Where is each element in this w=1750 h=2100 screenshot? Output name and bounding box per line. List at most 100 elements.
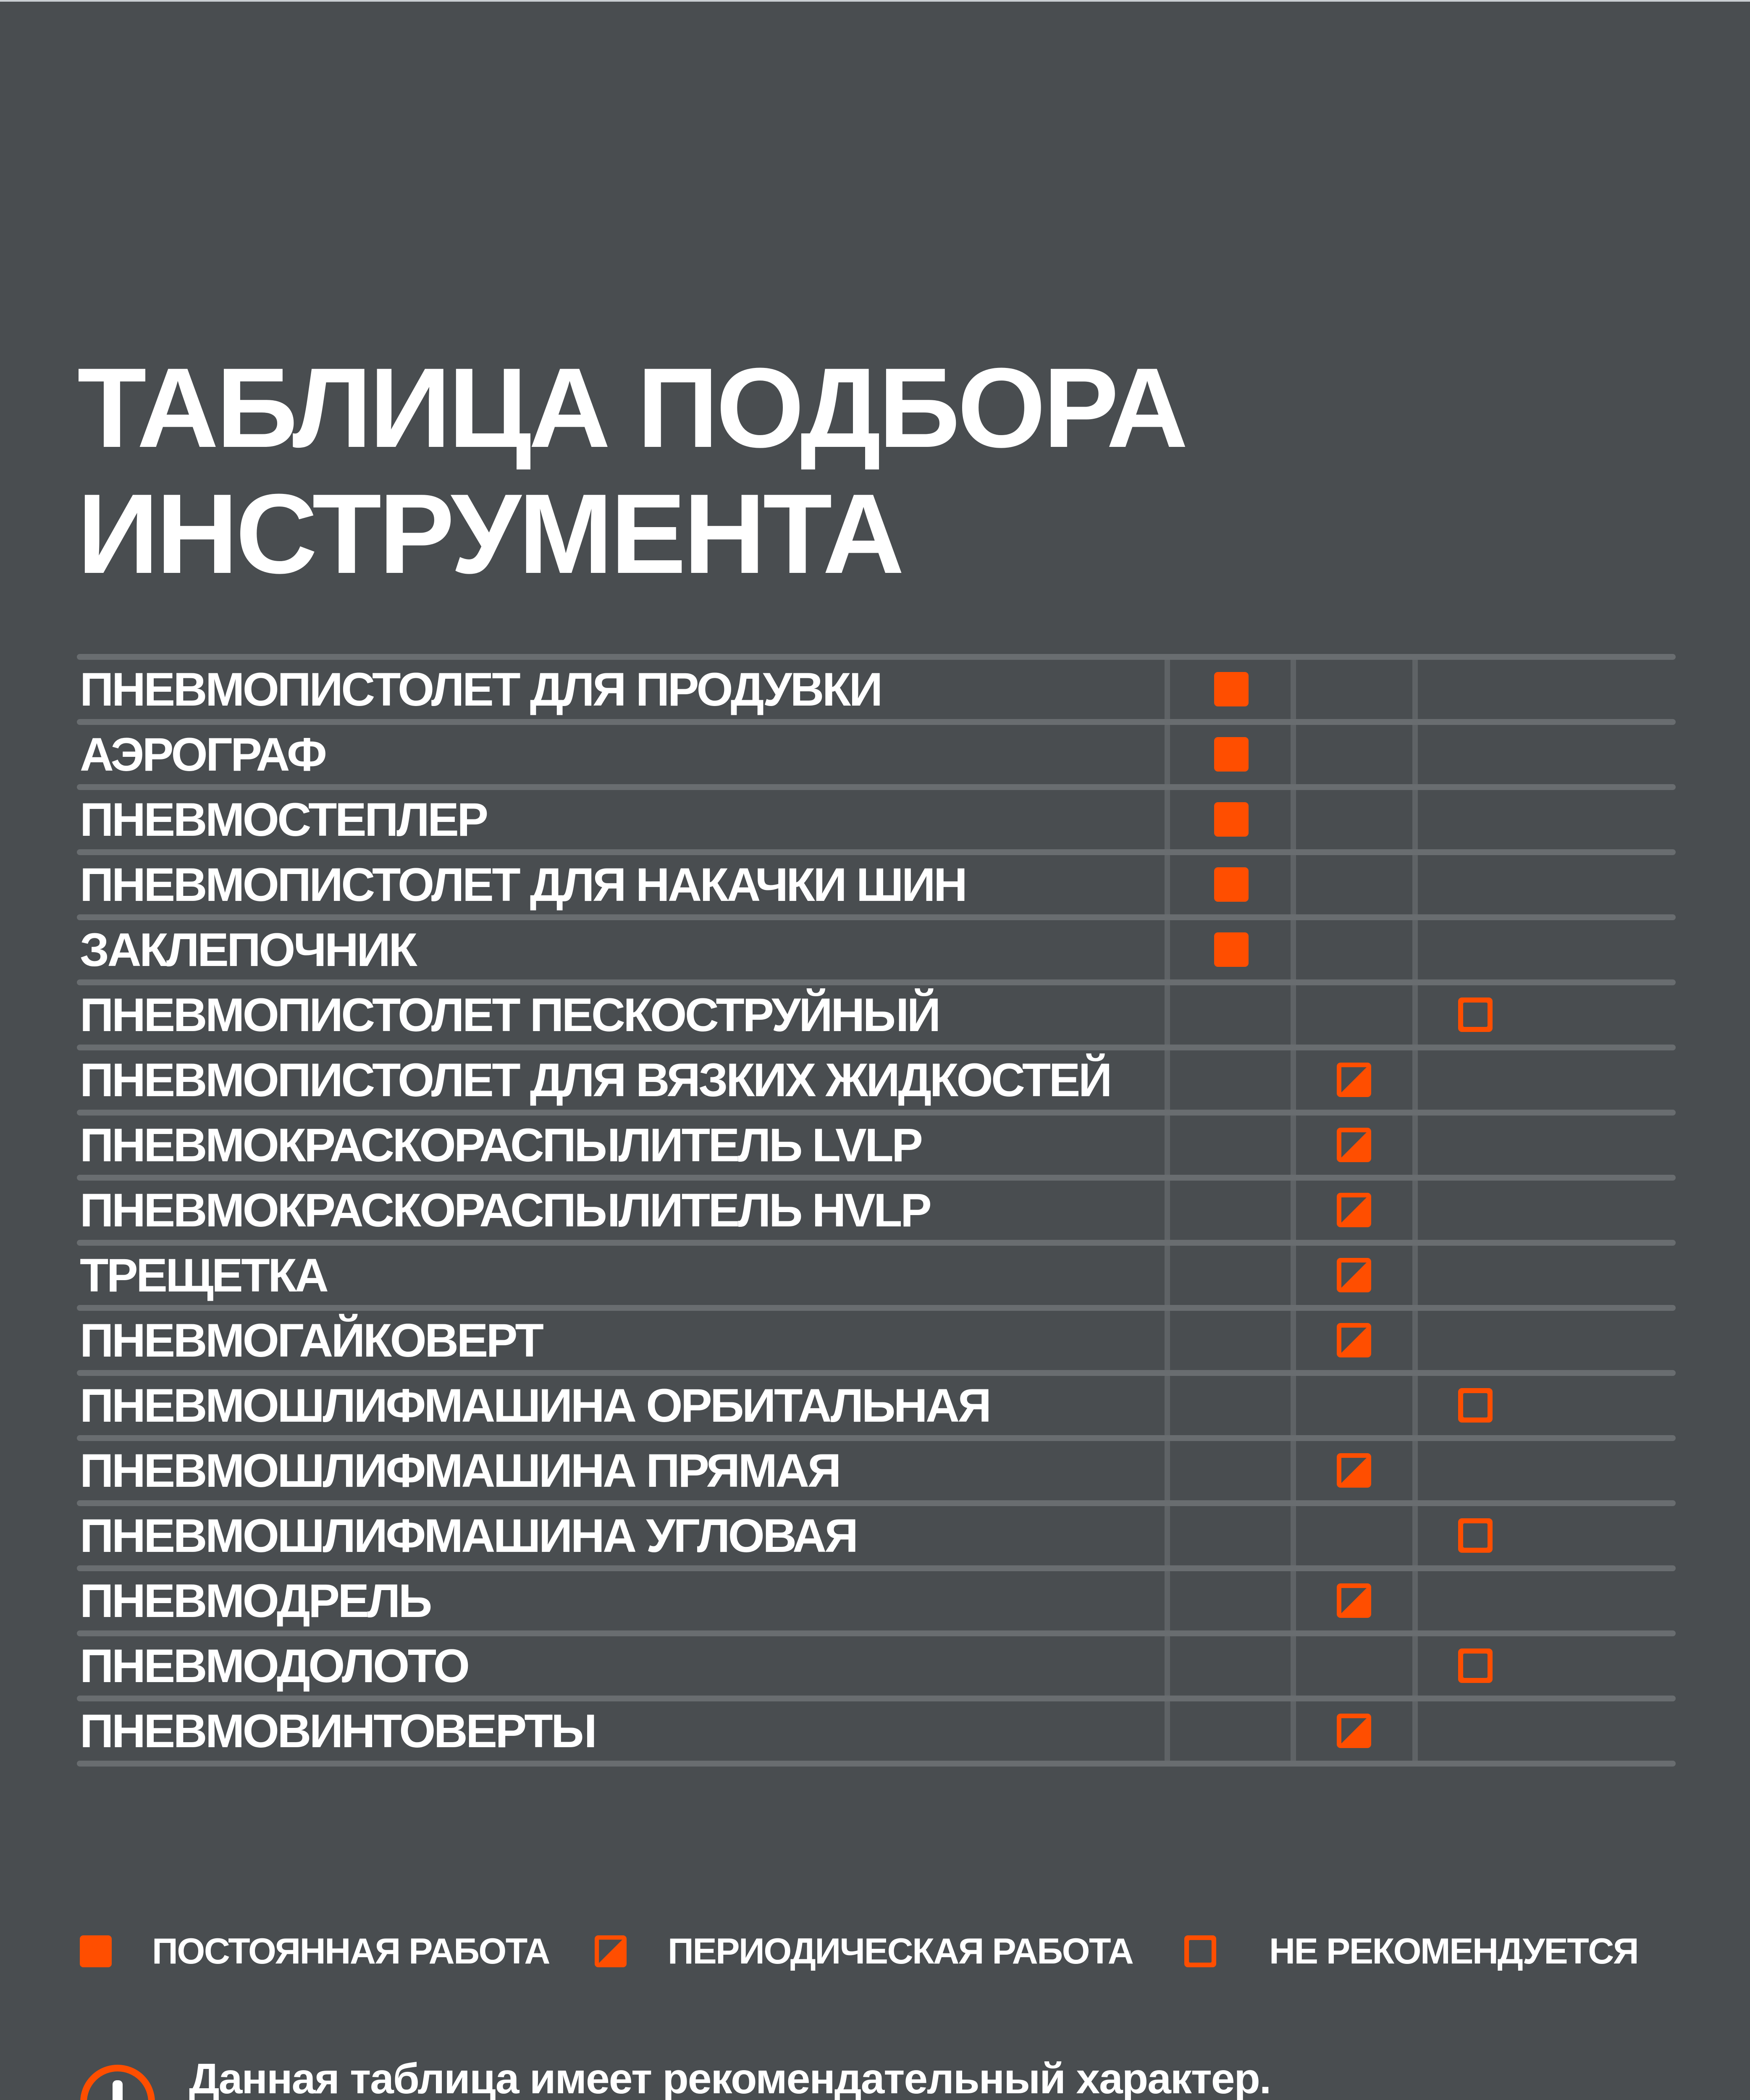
table-row: ПНЕВМОГАЙКОВЕРТ <box>77 1305 1676 1370</box>
row-divider <box>77 784 1676 790</box>
constant-marker-icon <box>1214 932 1249 967</box>
row-divider <box>77 979 1676 985</box>
periodic-marker-icon <box>1337 1323 1371 1357</box>
table-row: ПНЕВМОПИСТОЛЕТ ДЛЯ НАКАЧКИ ШИН <box>77 849 1676 914</box>
row-label: ЗАКЛЕПОЧНИК <box>80 924 417 976</box>
row-marker <box>1337 1453 1371 1488</box>
constant-legend <box>80 1935 112 1967</box>
row-divider <box>77 1630 1676 1636</box>
row-divider <box>77 1435 1676 1441</box>
row-divider <box>77 914 1676 920</box>
footer-note-line-1: Данная таблица имеет рекомендательный ха… <box>189 2055 1271 2100</box>
table-row: АЭРОГРАФ <box>77 719 1676 784</box>
not-recommended-marker-icon <box>1458 1518 1493 1553</box>
row-label: АЭРОГРАФ <box>80 728 327 781</box>
row-divider <box>77 1110 1676 1116</box>
legend-label: ПОСТОЯННАЯ РАБОТА <box>152 1931 551 1971</box>
periodic-marker-icon <box>1337 1063 1371 1097</box>
row-divider <box>77 654 1676 660</box>
not-recommended-marker-icon <box>1458 998 1493 1032</box>
row-marker <box>1214 867 1249 902</box>
row-divider <box>77 1175 1676 1181</box>
row-label: ПНЕВМОШЛИФМАШИНА ПРЯМАЯ <box>80 1444 841 1497</box>
constant-marker-icon <box>1214 867 1249 902</box>
row-marker <box>1337 1323 1371 1357</box>
periodic-legend <box>595 1935 627 1967</box>
table-row: ЗАКЛЕПОЧНИК <box>77 914 1676 979</box>
periodic-marker-icon <box>1337 1258 1371 1292</box>
column-separator-line <box>1291 654 1296 1767</box>
column-separator-line <box>1412 654 1418 1767</box>
row-label: ПНЕВМОГАЙКОВЕРТ <box>80 1314 544 1367</box>
row-divider <box>77 1045 1676 1050</box>
legend-label: ПЕРИОДИЧЕСКАЯ РАБОТА <box>668 1931 1134 1971</box>
row-marker <box>1214 737 1249 772</box>
not-recommended-marker-icon <box>1458 1648 1493 1683</box>
not-recommended-legend <box>1184 1935 1216 1967</box>
row-marker <box>1214 932 1249 967</box>
row-label: ПНЕВМОПИСТОЛЕТ ДЛЯ ВЯЗКИХ ЖИДКОСТЕЙ <box>80 1054 1112 1106</box>
table-row: ПНЕВМОПИСТОЛЕТ ПЕСКОСТРУЙНЫЙ <box>77 979 1676 1045</box>
row-divider <box>77 849 1676 855</box>
row-marker <box>1458 1648 1493 1683</box>
periodic-legend-icon <box>595 1935 627 1967</box>
table-row: ПНЕВМОВИНТОВЕРТЫ <box>77 1696 1676 1761</box>
page-title-line-1: ТАБЛИЦА ПОДБОРА <box>77 345 1188 471</box>
periodic-marker-icon <box>1337 1128 1371 1162</box>
row-label: ПНЕВМОШЛИФМАШИНА УГЛОВАЯ <box>80 1509 858 1562</box>
column-separator-line <box>1165 654 1170 1767</box>
constant-marker-icon <box>1214 737 1249 772</box>
constant-marker-icon <box>1214 802 1249 837</box>
periodic-marker-icon <box>1337 1453 1371 1488</box>
row-divider <box>77 1696 1676 1701</box>
constant-legend-icon <box>80 1935 112 1967</box>
row-divider <box>77 1761 1676 1767</box>
row-label: ПНЕВМОКРАСКОРАСПЫЛИТЕЛЬ HVLP <box>80 1184 932 1236</box>
page-title: ТАБЛИЦА ПОДБОРА ИНСТРУМЕНТА <box>77 345 1188 597</box>
row-label: ПНЕВМОПИСТОЛЕТ ДЛЯ НАКАЧКИ ШИН <box>80 858 968 911</box>
table-row: ПНЕВМОКРАСКОРАСПЫЛИТЕЛЬ HVLP <box>77 1175 1676 1240</box>
table-row: ТРЕЩЕТКА <box>77 1240 1676 1305</box>
row-marker <box>1337 1193 1371 1227</box>
row-marker <box>1458 998 1493 1032</box>
table-row: ПНЕВМОПИСТОЛЕТ ДЛЯ ПРОДУВКИ <box>77 654 1676 719</box>
page-title-line-2: ИНСТРУМЕНТА <box>77 471 905 597</box>
not-recommended-marker-icon <box>1458 1388 1493 1423</box>
row-marker <box>1337 1063 1371 1097</box>
row-label: ПНЕВМОПИСТОЛЕТ ДЛЯ ПРОДУВКИ <box>80 663 883 716</box>
periodic-marker-icon <box>1337 1583 1371 1618</box>
periodic-marker-icon <box>1337 1193 1371 1227</box>
constant-marker-icon <box>1214 672 1249 706</box>
table-row: ПНЕВМОДОЛОТО <box>77 1630 1676 1696</box>
row-label: ТРЕЩЕТКА <box>80 1249 329 1302</box>
tool-selection-table: ПНЕВМОПИСТОЛЕТ ДЛЯ ПРОДУВКИ АЭРОГРАФ ПНЕВМ… <box>77 654 1676 1767</box>
footer-note-text: Данная таблица имеет рекомендательный ха… <box>189 2052 1478 2100</box>
row-marker <box>1337 1583 1371 1618</box>
row-label: ПНЕВМОДОЛОТО <box>80 1640 470 1692</box>
row-label: ПНЕВМОШЛИФМАШИНА ОРБИТАЛЬНАЯ <box>80 1379 992 1432</box>
table-row: ПНЕВМОПИСТОЛЕТ ДЛЯ ВЯЗКИХ ЖИДКОСТЕЙ <box>77 1045 1676 1110</box>
row-marker <box>1214 672 1249 706</box>
row-marker <box>1214 802 1249 837</box>
row-marker <box>1337 1714 1371 1748</box>
row-label: ПНЕВМОДРЕЛЬ <box>80 1575 432 1627</box>
row-marker <box>1458 1388 1493 1423</box>
top-edge-strip <box>0 0 1750 2</box>
legend-label: НЕ РЕКОМЕНДУЕТСЯ <box>1269 1931 1639 1971</box>
table-row: ПНЕВМОШЛИФМАШИНА УГЛОВАЯ <box>77 1500 1676 1565</box>
row-label: ПНЕВМОКРАСКОРАСПЫЛИТЕЛЬ LVLP <box>80 1119 923 1171</box>
table-row: ПНЕВМОСТЕПЛЕР <box>77 784 1676 849</box>
table-row: ПНЕВМОШЛИФМАШИНА ОРБИТАЛЬНАЯ <box>77 1370 1676 1435</box>
row-divider <box>77 1370 1676 1376</box>
row-divider <box>77 1565 1676 1571</box>
row-divider <box>77 1305 1676 1311</box>
row-label: ПНЕВМОПИСТОЛЕТ ПЕСКОСТРУЙНЫЙ <box>80 989 941 1041</box>
row-divider <box>77 1500 1676 1506</box>
row-marker <box>1458 1518 1493 1553</box>
row-marker <box>1337 1128 1371 1162</box>
row-label: ПНЕВМОСТЕПЛЕР <box>80 793 488 846</box>
row-divider <box>77 719 1676 725</box>
table-row: ПНЕВМОКРАСКОРАСПЫЛИТЕЛЬ LVLP <box>77 1110 1676 1175</box>
table-row: ПНЕВМОДРЕЛЬ <box>77 1565 1676 1630</box>
